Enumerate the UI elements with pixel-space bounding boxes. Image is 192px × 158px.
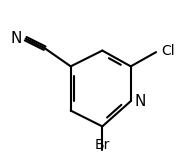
Text: Br: Br [95,138,110,152]
Text: N: N [135,94,146,109]
Text: N: N [10,31,22,46]
Text: Cl: Cl [161,44,174,58]
